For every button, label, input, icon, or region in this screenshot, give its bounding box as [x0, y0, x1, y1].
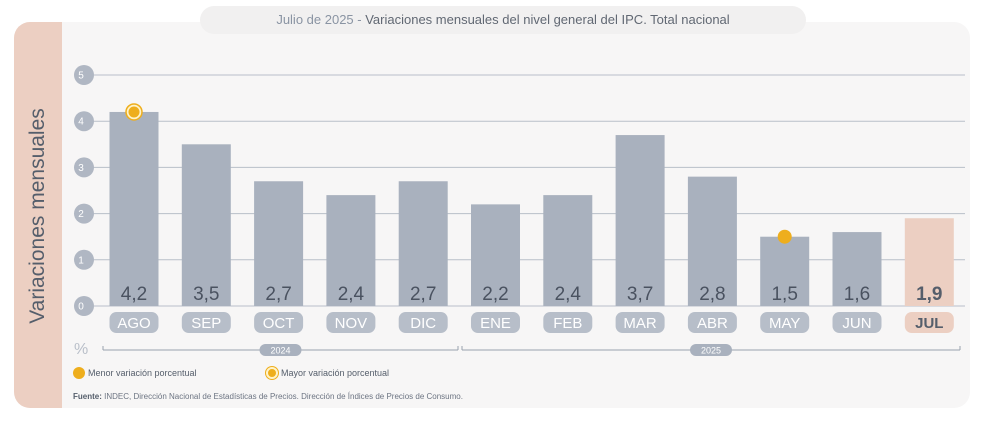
data-label: 2,8 [699, 284, 725, 305]
category-label: JUL [915, 315, 943, 332]
data-label: 2,7 [265, 284, 291, 305]
category-pill [109, 312, 159, 333]
source-note: Fuente: INDEC, Dirección Nacional de Est… [73, 392, 463, 401]
bar [109, 111, 159, 307]
year-label: 2024 [270, 346, 290, 356]
y-tick-label: 3 [78, 163, 84, 174]
category-label: AGO [117, 315, 150, 332]
chart-title: Julio de 2025 - Variaciones mensuales de… [200, 6, 806, 34]
category-label: ABR [697, 315, 728, 332]
bar [326, 195, 376, 306]
category-label: OCT [263, 315, 295, 332]
category-label: JUN [842, 315, 871, 332]
category-label: SEP [191, 315, 221, 332]
title-date: Julio de 2025 - [276, 12, 362, 27]
bar [904, 218, 954, 306]
category-pill [398, 312, 448, 333]
category-pill [254, 312, 304, 333]
data-label: 2,2 [482, 284, 508, 305]
category-pill [543, 312, 593, 333]
category-label: DIC [410, 315, 436, 332]
year-pill [690, 344, 732, 356]
category-label: MAY [769, 315, 800, 332]
min-marker [777, 229, 792, 244]
y-tick-label: 0 [78, 302, 84, 313]
y-tick-marker [74, 111, 94, 132]
category-label: ENE [480, 315, 511, 332]
legend-min-label: Menor variación porcentual [88, 368, 197, 378]
bar [471, 204, 520, 306]
category-pill [904, 312, 954, 333]
y-tick-marker [74, 296, 94, 316]
y-tick-marker [74, 249, 94, 270]
legend-min: Menor variación porcentual [73, 367, 197, 379]
category-label: FEB [553, 315, 582, 332]
legend-max: Mayor variación porcentual [266, 367, 389, 379]
data-label: 2,4 [338, 284, 365, 305]
unit-label: % [74, 341, 88, 358]
y-tick-label: 4 [78, 117, 84, 128]
y-tick-marker [74, 157, 94, 178]
category-pill [181, 312, 231, 333]
bar [181, 144, 231, 306]
y-axis-band [14, 22, 62, 408]
category-pill [760, 312, 810, 333]
data-label: 2,4 [555, 284, 582, 305]
data-label: 3,7 [627, 284, 653, 305]
legend-max-label: Mayor variación porcentual [281, 368, 390, 378]
title-text: Variaciones mensuales del nivel general … [365, 12, 730, 27]
year-label: 2025 [701, 346, 721, 356]
y-tick-marker [74, 65, 94, 85]
y-tick-label: 5 [78, 71, 84, 82]
bar [615, 135, 665, 306]
bar [398, 181, 448, 306]
y-tick-label: 1 [78, 255, 84, 266]
category-pill [615, 312, 665, 333]
category-label: MAR [623, 315, 657, 332]
bar [254, 181, 304, 306]
year-pill [259, 344, 302, 356]
category-pill [471, 312, 520, 333]
bar [687, 176, 737, 306]
data-label: 2,7 [410, 284, 436, 305]
category-pill [326, 312, 376, 333]
category-pill [687, 312, 737, 333]
data-label: 1,9 [916, 284, 942, 305]
max-marker-icon [266, 367, 278, 379]
category-pill [832, 312, 882, 333]
y-tick-marker [74, 203, 94, 224]
data-label: 4,2 [121, 284, 147, 305]
bar [832, 232, 882, 306]
bar [760, 236, 810, 306]
bar [543, 195, 593, 306]
source-prefix: Fuente: [73, 392, 102, 401]
source-text: INDEC, Dirección Nacional de Estadística… [104, 392, 463, 401]
data-label: 1,6 [844, 284, 870, 305]
y-tick-label: 2 [78, 209, 84, 220]
data-label: 1,5 [771, 284, 797, 305]
max-marker-core [128, 106, 140, 118]
min-marker-icon [73, 367, 85, 379]
data-label: 3,5 [193, 284, 219, 305]
category-label: NOV [335, 315, 368, 332]
